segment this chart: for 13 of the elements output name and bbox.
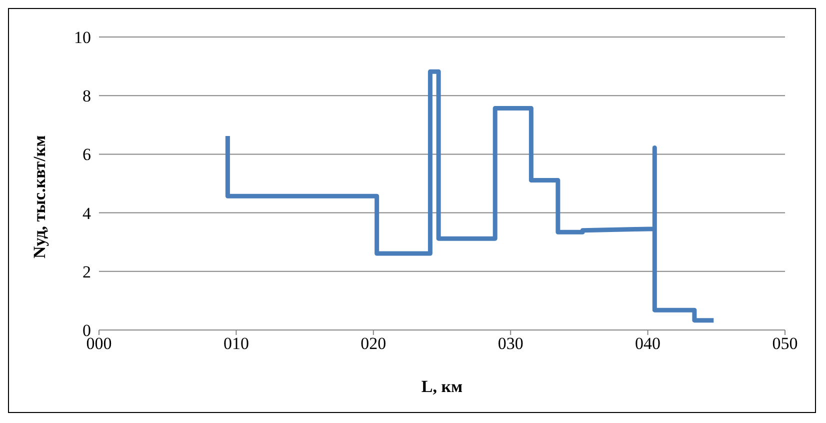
x-axis-title: L, км [421,377,464,396]
x-tick-label: 050 [772,334,798,354]
y-tick-label: 2 [82,262,91,282]
y-axis-title: Nуд, тыс.квт/км [30,134,50,258]
x-tick-label: 010 [223,334,249,354]
y-tick-label: 8 [82,86,91,106]
x-tick-label: 030 [498,334,524,354]
x-tick-label: 040 [635,334,661,354]
x-tick-label: 020 [360,334,386,354]
y-tick-label: 10 [74,28,91,48]
y-tick-label: 4 [82,204,92,223]
y-tick-label: 6 [82,145,91,164]
line-series [225,69,716,323]
